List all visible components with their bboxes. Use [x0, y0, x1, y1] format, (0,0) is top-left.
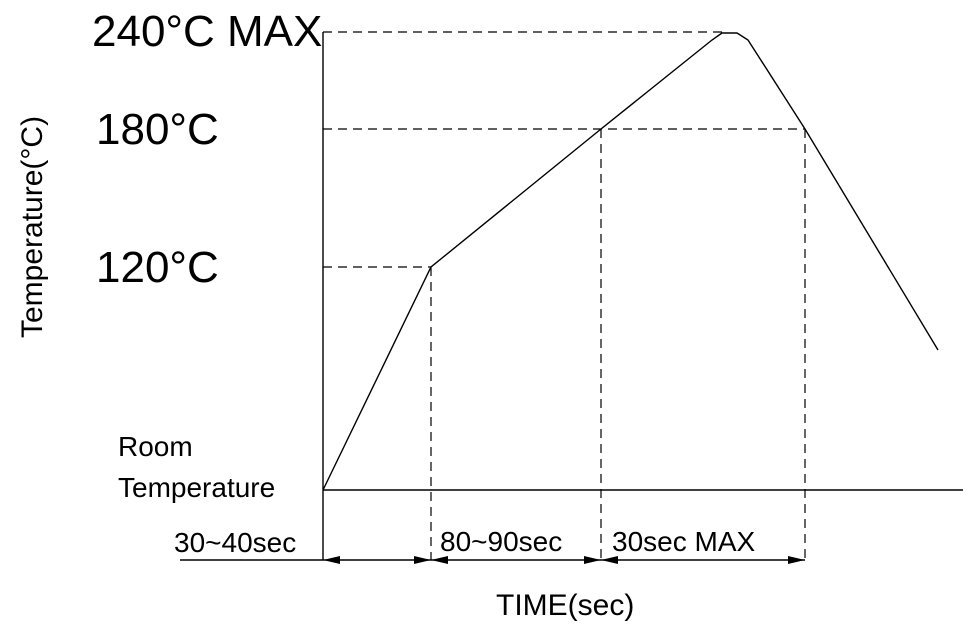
y-axis-title: Temperature(°C)	[16, 116, 49, 338]
arrowhead	[323, 556, 340, 564]
interval-label-second: 80~90sec	[440, 526, 562, 557]
x-axis-title: TIME(sec)	[496, 589, 634, 622]
120c-label: 120°C	[96, 243, 219, 292]
interval-label-third: 30sec MAX	[612, 526, 755, 557]
arrowhead	[601, 556, 618, 564]
arrowhead	[788, 556, 805, 564]
max-temp-label: 240°C MAX	[92, 7, 322, 56]
arrowhead	[431, 556, 448, 564]
room-temp-label-line2: Temperature	[118, 472, 275, 503]
180c-label: 180°C	[96, 105, 219, 154]
arrowhead	[414, 556, 431, 564]
temperature-profile-curve	[322, 32, 939, 491]
interval-label-first: 30~40sec	[174, 527, 296, 558]
room-temp-label-line1: Room	[118, 431, 193, 462]
arrowhead	[584, 556, 601, 564]
